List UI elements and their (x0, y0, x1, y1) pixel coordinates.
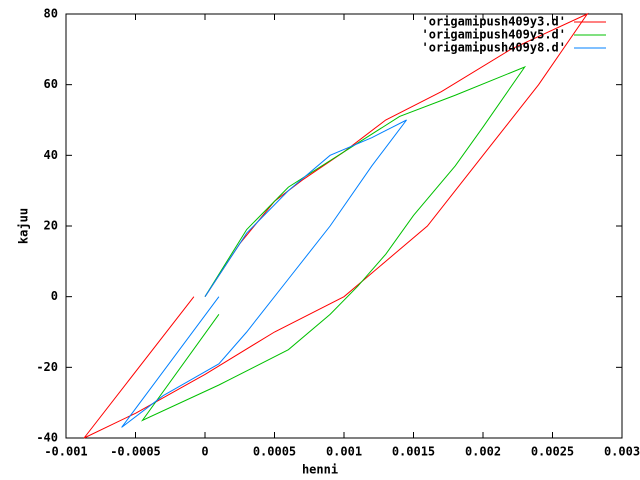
y-tick-label: 60 (44, 77, 58, 91)
y-tick-label: 80 (44, 7, 58, 21)
x-tick-label: -0.001 (44, 445, 87, 459)
legend-label: 'origamipush409y5.d' (422, 28, 567, 42)
y-tick-label: -40 (36, 431, 58, 445)
y-tick-label: 0 (51, 289, 58, 303)
x-tick-label: 0.002 (465, 445, 501, 459)
data-line (121, 119, 407, 428)
y-tick-label: 40 (44, 148, 58, 162)
x-tick-label: -0.0005 (110, 445, 161, 459)
data-line (83, 12, 589, 439)
x-tick-label: 0.0015 (392, 445, 435, 459)
y-tick-label: -20 (36, 360, 58, 374)
plot-border (65, 13, 623, 439)
legend-label: 'origamipush409y8.d' (422, 41, 567, 55)
data-line (140, 65, 527, 422)
y-tick-label: 20 (44, 219, 58, 233)
x-tick-label: 0 (201, 445, 208, 459)
x-tick-label: 0.003 (604, 445, 640, 459)
x-axis-label: henni (302, 463, 338, 477)
y-axis-label: kajuu (17, 208, 31, 244)
legend-label: 'origamipush409y3.d' (422, 15, 567, 29)
x-tick-label: 0.0005 (253, 445, 296, 459)
x-tick-label: 0.001 (326, 445, 362, 459)
x-tick-label: 0.0025 (531, 445, 574, 459)
